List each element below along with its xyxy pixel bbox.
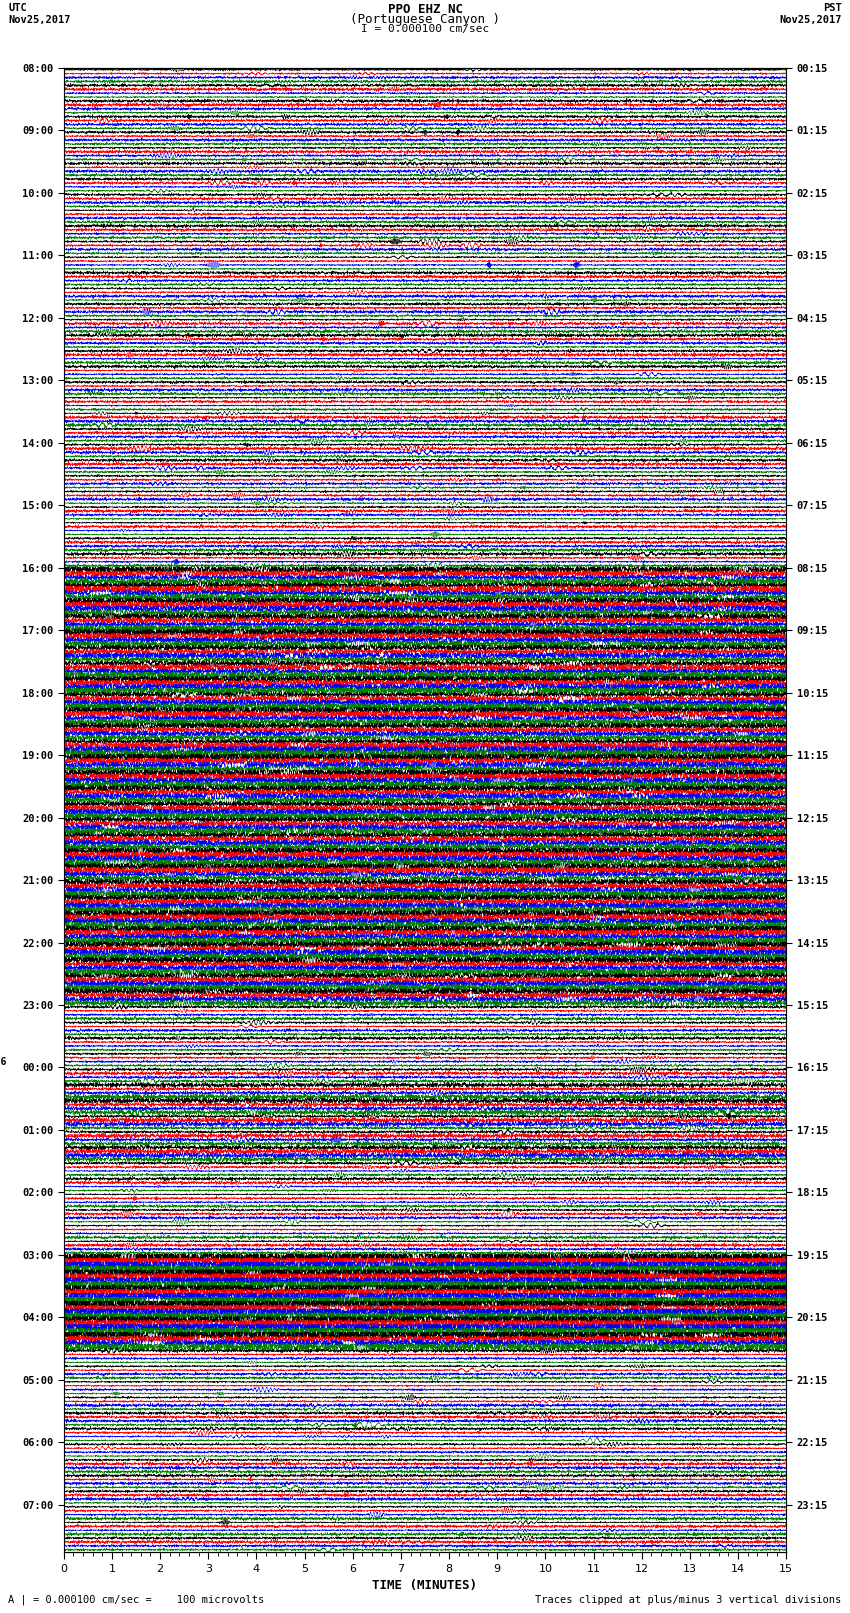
Text: PPO EHZ NC: PPO EHZ NC (388, 3, 462, 16)
X-axis label: TIME (MINUTES): TIME (MINUTES) (372, 1579, 478, 1592)
Text: Traces clipped at plus/minus 3 vertical divisions: Traces clipped at plus/minus 3 vertical … (536, 1595, 842, 1605)
Text: I = 0.000100 cm/sec: I = 0.000100 cm/sec (361, 24, 489, 34)
Text: PST
Nov25,2017: PST Nov25,2017 (779, 3, 842, 24)
Text: Nov26: Nov26 (0, 1057, 7, 1066)
Text: UTC
Nov25,2017: UTC Nov25,2017 (8, 3, 71, 24)
Text: (Portuguese Canyon ): (Portuguese Canyon ) (350, 13, 500, 26)
Text: A | = 0.000100 cm/sec =    100 microvolts: A | = 0.000100 cm/sec = 100 microvolts (8, 1594, 264, 1605)
